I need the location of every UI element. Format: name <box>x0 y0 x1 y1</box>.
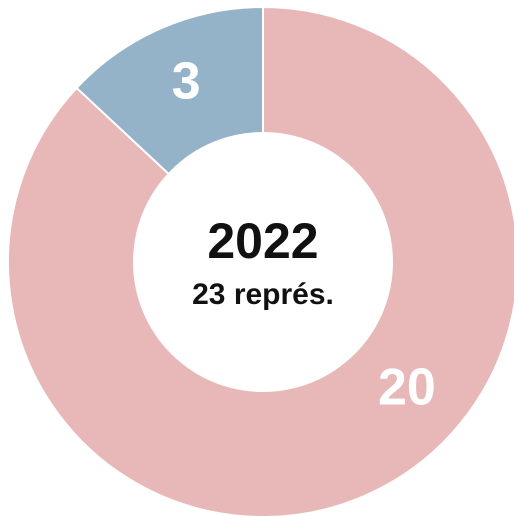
chart-title: 2022 <box>207 213 318 269</box>
donut-hole <box>133 132 393 392</box>
value-label: 3 <box>172 53 201 111</box>
value-label: 20 <box>378 358 436 416</box>
chart-subtitle: 23 représ. <box>192 278 334 311</box>
